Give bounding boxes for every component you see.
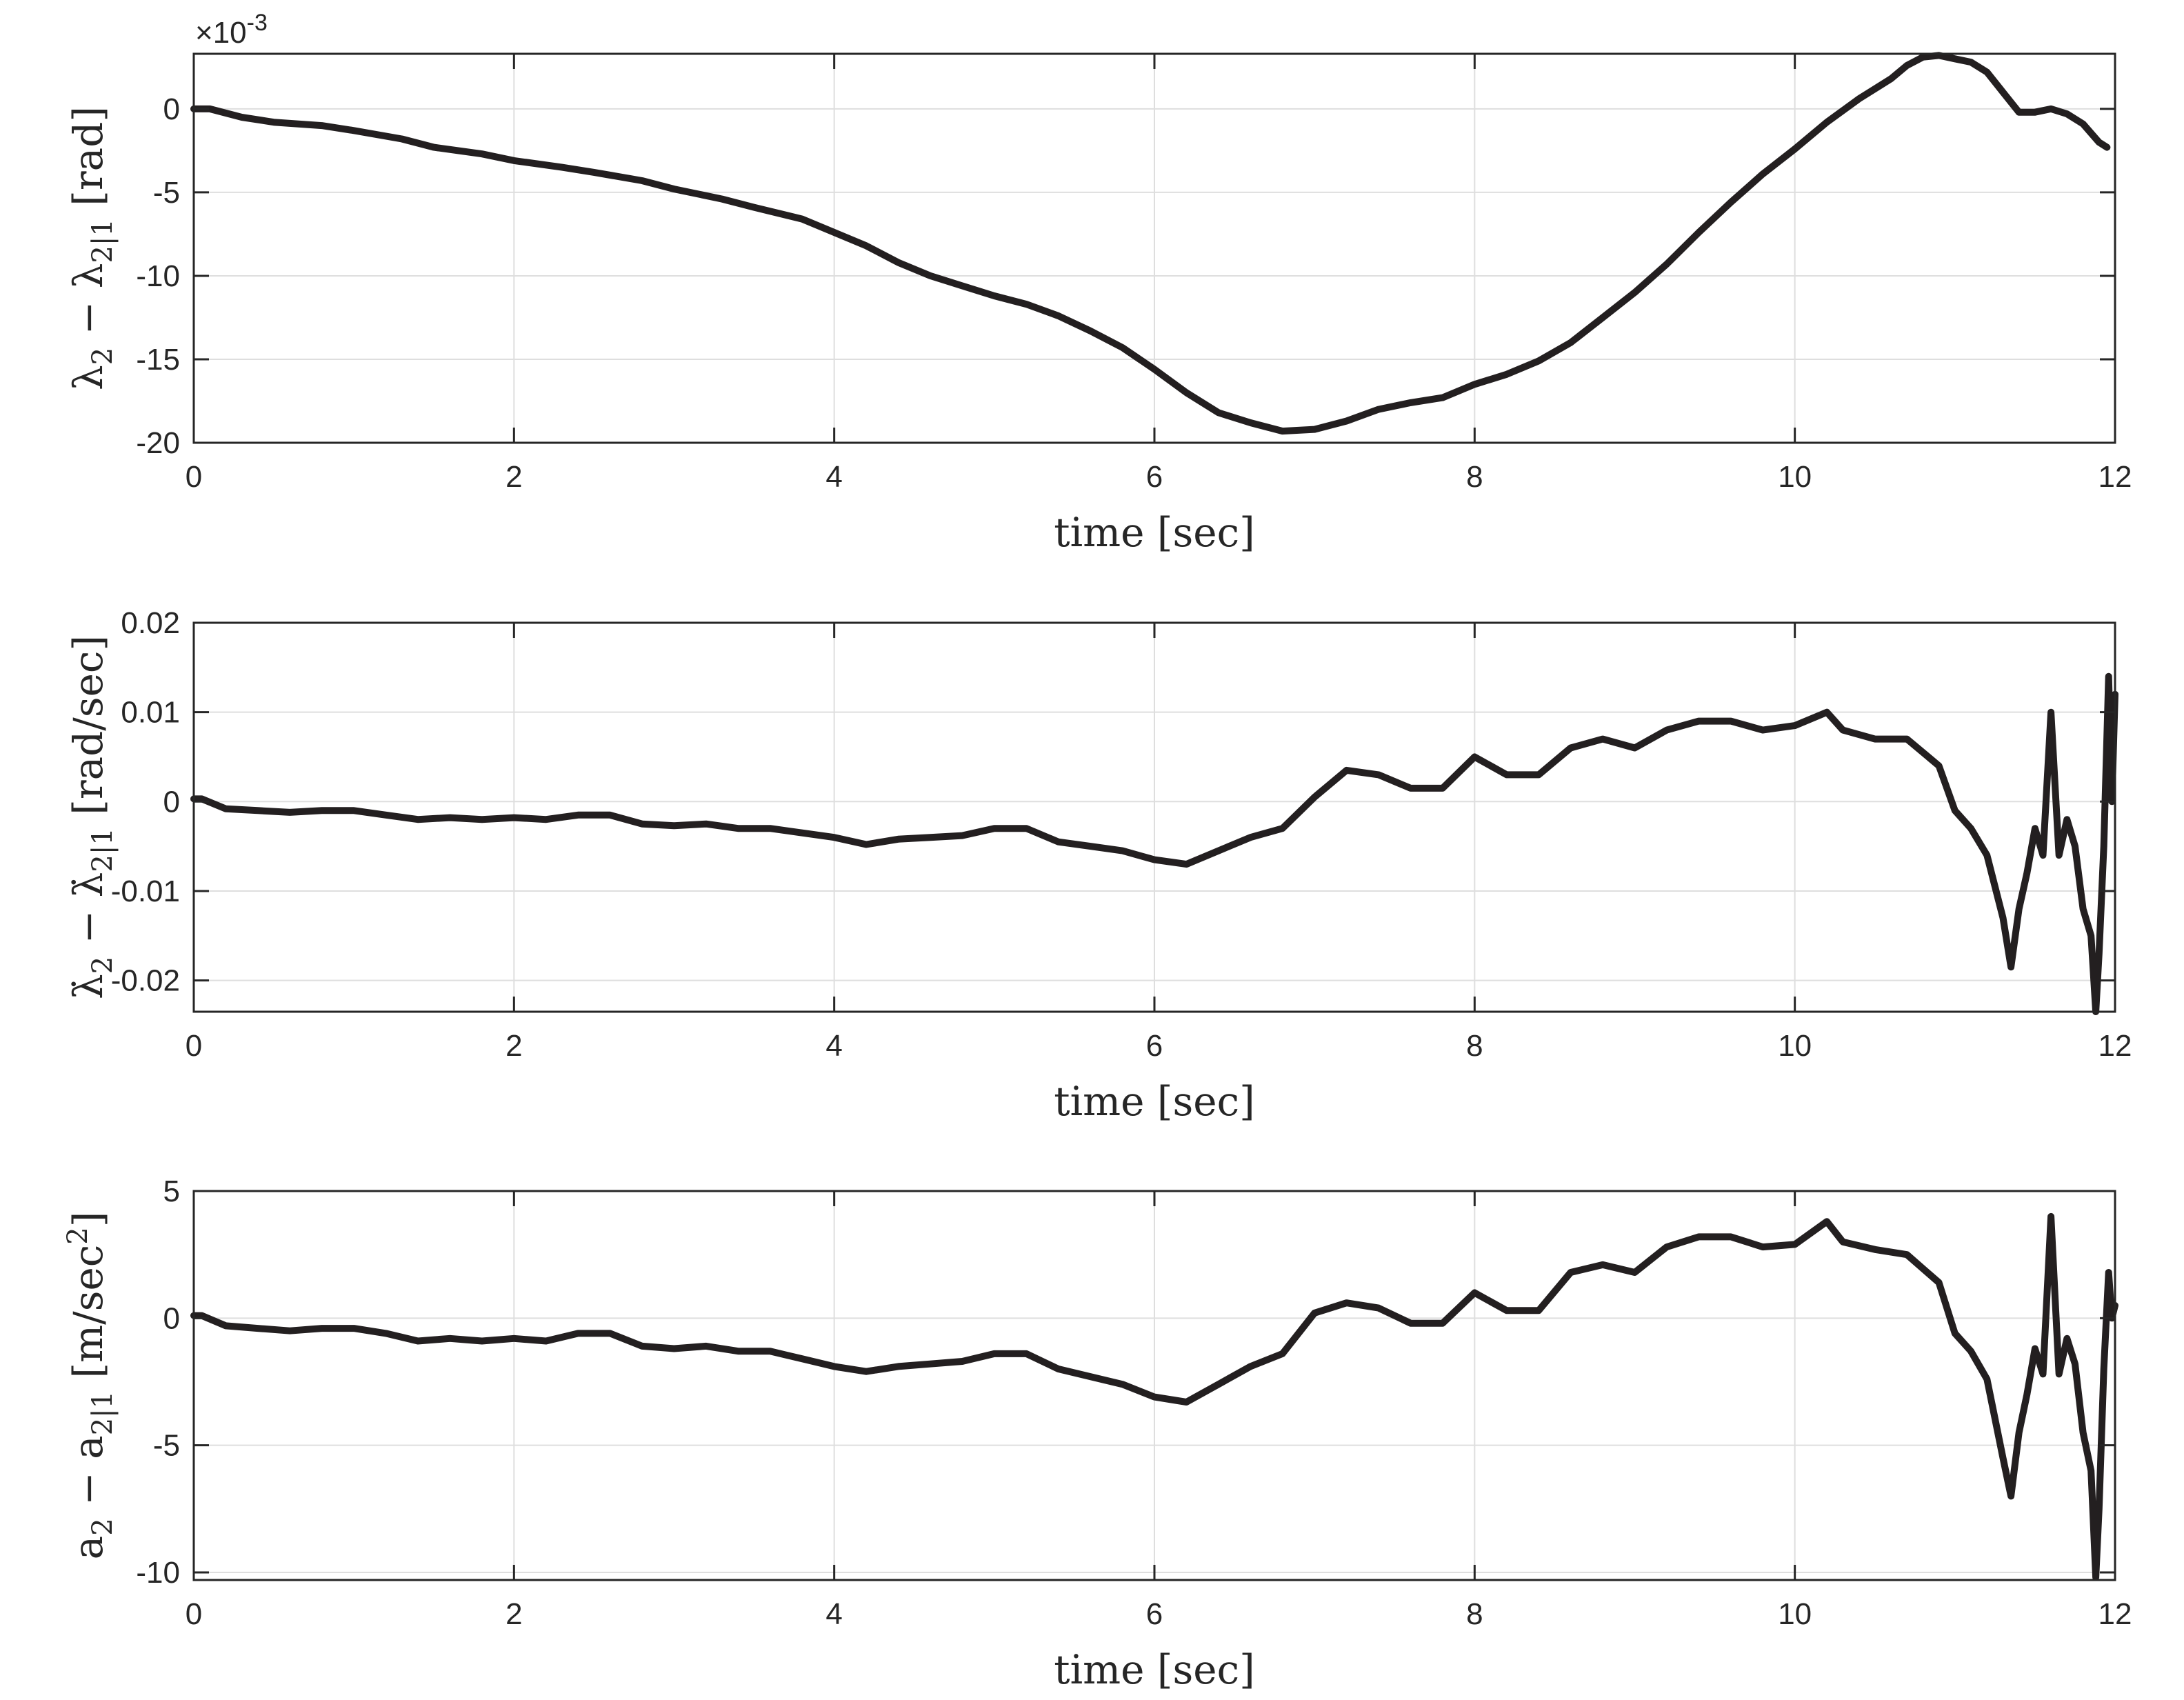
y-tick-label: -5 bbox=[153, 1429, 180, 1463]
y-axis-label: a2 − a2|1 [m/sec2] bbox=[62, 1212, 119, 1560]
y-tick-label: -15 bbox=[136, 343, 180, 377]
panel-acceleration-error: 0 2 4 6 8 10 12 -10 -5 0 5 time [sec] a2 − a2|1 [m/s… bbox=[62, 1174, 2132, 1693]
x-tick-label: 6 bbox=[1146, 1597, 1163, 1631]
y-tick-label: 5 bbox=[163, 1174, 180, 1208]
series-line bbox=[190, 1212, 2118, 1581]
x-tick-label: 0 bbox=[186, 1597, 202, 1631]
x-tick-label: 10 bbox=[1778, 1029, 1812, 1063]
panel-lambda-rate-error: 0 2 4 6 8 10 12 -0.02 -0.01 0 0.01 0.02 time [sec] λ̇… bbox=[65, 606, 2132, 1125]
series-line bbox=[190, 672, 2118, 1015]
x-axis-label: time [sec] bbox=[1054, 509, 1254, 556]
y-tick-label: 0 bbox=[163, 1301, 180, 1335]
x-tick-label: 12 bbox=[2098, 460, 2132, 494]
panel-lambda-error: 0 2 4 6 8 10 12 -20 -15 -10 -5 0 ×10-3 time [sec] λ2 −… bbox=[65, 10, 2132, 556]
x-tick-label: 10 bbox=[1778, 1597, 1812, 1631]
x-tick-label: 12 bbox=[2098, 1597, 2132, 1631]
x-tick-label: 8 bbox=[1466, 460, 1483, 494]
y-tick-label: 0 bbox=[163, 785, 180, 819]
x-tick-label: 0 bbox=[186, 1029, 202, 1063]
x-tick-label: 4 bbox=[825, 1029, 842, 1063]
y-tick-label: -10 bbox=[136, 259, 180, 293]
y-tick-label: 0 bbox=[163, 92, 180, 126]
x-tick-label: 0 bbox=[186, 460, 202, 494]
x-tick-label: 6 bbox=[1146, 1029, 1163, 1063]
y-tick-label: -0.01 bbox=[111, 874, 180, 908]
x-tick-label: 4 bbox=[825, 1597, 842, 1631]
y-axis-label: λ2 − λ2|1 [rad] bbox=[65, 106, 119, 390]
y-tick-label: 0.02 bbox=[121, 606, 180, 640]
x-tick-label: 4 bbox=[825, 460, 842, 494]
y-tick-label: -20 bbox=[136, 426, 180, 460]
y-tick-label: -0.02 bbox=[111, 964, 180, 998]
x-tick-label: 6 bbox=[1146, 460, 1163, 494]
x-axis-label: time [sec] bbox=[1054, 1078, 1254, 1125]
y-axis-label: λ̇2 − λ̇2|1 [rad/sec] bbox=[65, 635, 119, 999]
axis-exponent: ×10-3 bbox=[195, 10, 268, 50]
y-tick-label: 0.01 bbox=[121, 696, 180, 730]
x-tick-label: 2 bbox=[505, 1029, 522, 1063]
y-tick-label: -5 bbox=[153, 176, 180, 210]
x-tick-label: 8 bbox=[1466, 1597, 1483, 1631]
x-tick-label: 10 bbox=[1778, 460, 1812, 494]
x-axis-label: time [sec] bbox=[1054, 1646, 1254, 1693]
y-tick-label: -10 bbox=[136, 1556, 180, 1590]
x-tick-label: 8 bbox=[1466, 1029, 1483, 1063]
series-line bbox=[190, 52, 2111, 435]
x-tick-label: 12 bbox=[2098, 1029, 2132, 1063]
x-tick-label: 2 bbox=[505, 1597, 522, 1631]
x-tick-label: 2 bbox=[505, 460, 522, 494]
